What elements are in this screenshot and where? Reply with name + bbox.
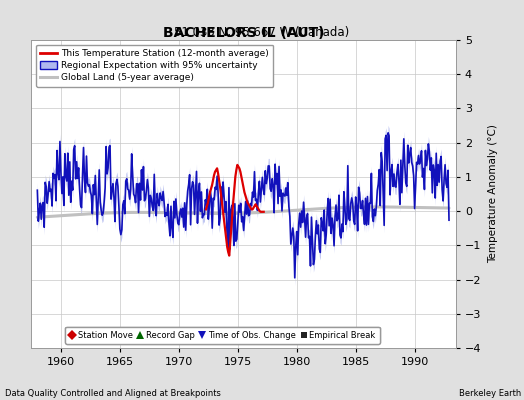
Y-axis label: Temperature Anomaly (°C): Temperature Anomaly (°C) — [488, 124, 498, 264]
Text: 51.033 N, 95.667 W (Canada): 51.033 N, 95.667 W (Canada) — [174, 26, 350, 39]
Legend: Station Move, Record Gap, Time of Obs. Change, Empirical Break: Station Move, Record Gap, Time of Obs. C… — [65, 326, 380, 344]
Text: Data Quality Controlled and Aligned at Breakpoints: Data Quality Controlled and Aligned at B… — [5, 389, 221, 398]
Title: BACHELORS IL (AUT): BACHELORS IL (AUT) — [163, 26, 324, 40]
Text: Berkeley Earth: Berkeley Earth — [459, 389, 521, 398]
